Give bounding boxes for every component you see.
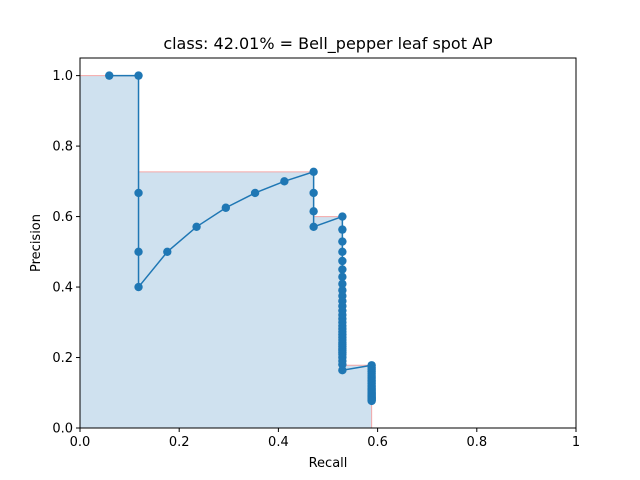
y-tick-label: 1.0 bbox=[52, 69, 73, 84]
x-axis: 0.0 0.2 0.4 0.6 0.8 1 bbox=[70, 428, 580, 450]
pr-point bbox=[192, 222, 201, 231]
pr-point bbox=[221, 203, 231, 212]
x-tick-label: 0.2 bbox=[169, 435, 190, 450]
axes-frame bbox=[79, 57, 577, 429]
x-tick-label: 0.4 bbox=[268, 435, 289, 450]
y-tick-label: 0.6 bbox=[52, 210, 73, 225]
pr-point bbox=[367, 396, 376, 406]
plot-area bbox=[80, 71, 376, 429]
y-tick-label: 0.0 bbox=[52, 422, 73, 437]
x-tick-label: 1 bbox=[572, 435, 580, 450]
pr-point bbox=[338, 212, 347, 221]
y-tick-label: 0.4 bbox=[52, 281, 73, 296]
pr-point bbox=[338, 366, 347, 375]
pr-point bbox=[309, 188, 318, 198]
pr-point bbox=[338, 279, 347, 289]
y-axis: 0.0 0.2 0.4 0.6 0.8 1.0 bbox=[52, 69, 80, 437]
x-tick-label: 0.0 bbox=[70, 435, 91, 450]
x-tick-label: 0.8 bbox=[466, 435, 487, 450]
pr-point bbox=[134, 188, 143, 198]
pr-point bbox=[134, 71, 143, 80]
chart-title: class: 42.01% = Bell_pepper leaf spot AP bbox=[163, 34, 493, 54]
pr-point bbox=[250, 188, 260, 198]
pr-point bbox=[280, 177, 289, 186]
pr-point bbox=[338, 247, 347, 257]
y-axis-label: Precision bbox=[29, 214, 44, 272]
x-axis-label: Recall bbox=[309, 456, 348, 471]
pr-point bbox=[105, 71, 114, 80]
pr-point bbox=[338, 237, 347, 246]
pr-point bbox=[338, 265, 347, 274]
pr-point bbox=[309, 167, 318, 177]
pr-point bbox=[309, 207, 318, 216]
pr-point bbox=[134, 247, 143, 257]
pr-point bbox=[338, 272, 347, 282]
pr-point bbox=[163, 247, 172, 257]
pr-point bbox=[309, 222, 318, 231]
y-tick-label: 0.2 bbox=[52, 351, 73, 366]
pr-point bbox=[338, 256, 347, 266]
pr-point bbox=[134, 282, 143, 292]
pr-point bbox=[338, 225, 347, 234]
ap-area-fill bbox=[80, 75, 372, 429]
y-tick-label: 0.8 bbox=[52, 140, 73, 155]
x-tick-label: 0.6 bbox=[367, 435, 388, 450]
